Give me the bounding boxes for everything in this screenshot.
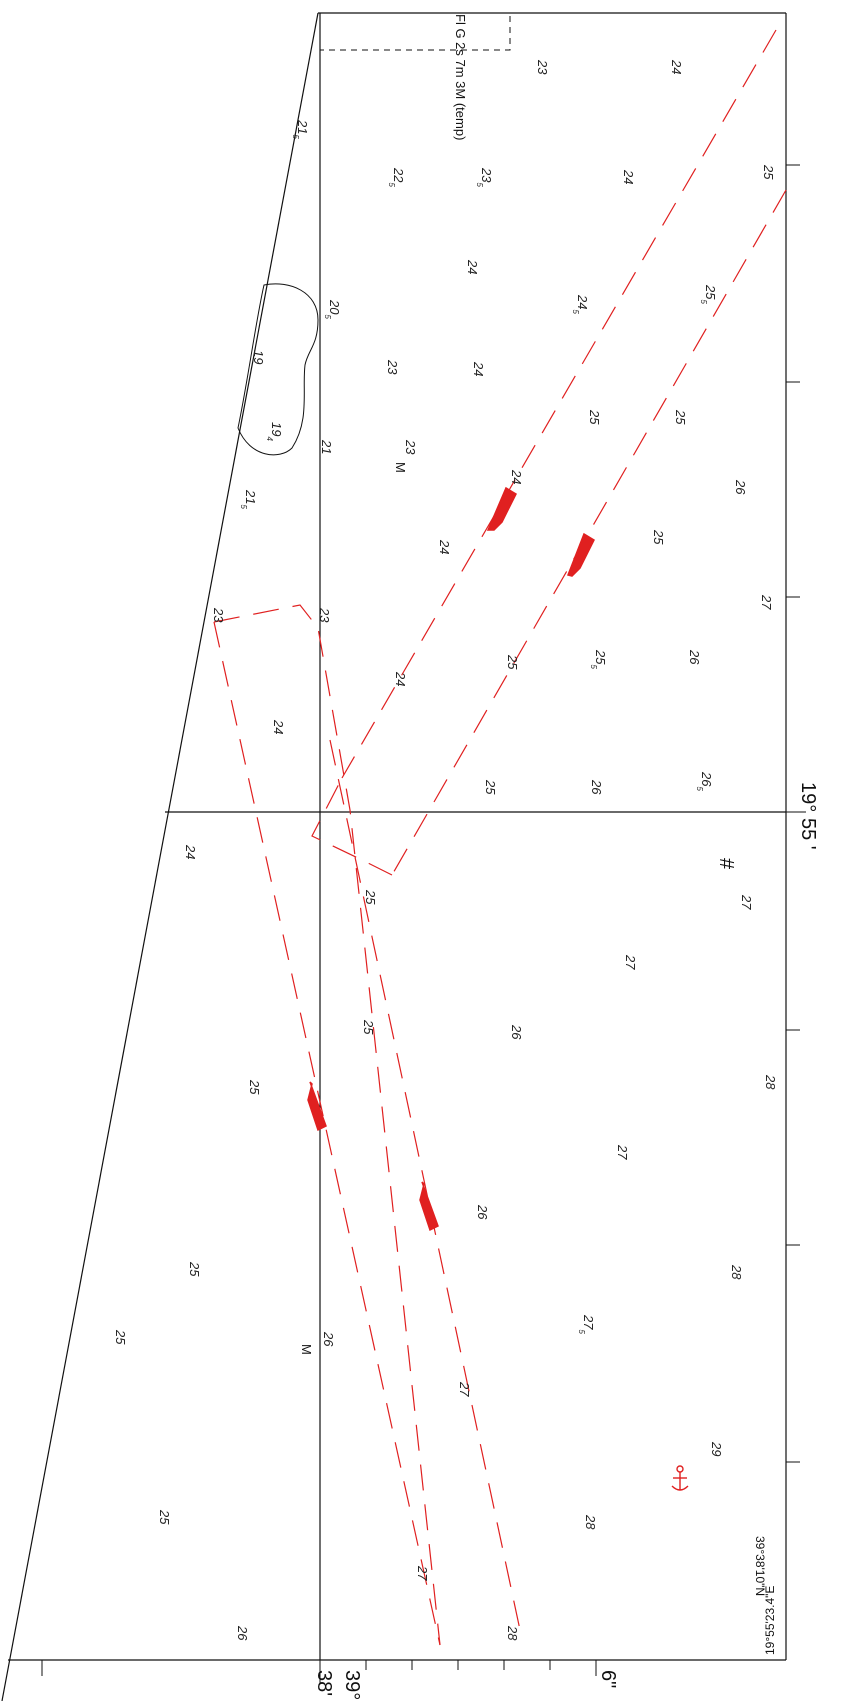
- sounding-label: 25: [587, 409, 602, 425]
- sounding-label: 245: [571, 294, 590, 314]
- sounding-label: 24: [471, 361, 486, 376]
- sounding-label: 29: [709, 1441, 724, 1456]
- corner-latitude-label: 39°38'10"N: [753, 1536, 767, 1596]
- sounding-label: 27: [623, 954, 638, 970]
- sounding-label: 23: [403, 439, 418, 455]
- sounding-label: 25: [113, 1329, 128, 1345]
- sounding-label: 265: [695, 771, 714, 791]
- sounding-label: 27: [759, 594, 774, 610]
- sounding-label: 26: [687, 649, 702, 665]
- vessel-icon: [486, 486, 517, 531]
- sounding-label: 27: [457, 1381, 472, 1397]
- lane-line-1: [341, 29, 777, 779]
- sounding-label: 25: [761, 164, 776, 180]
- anchorage-area: [311, 777, 393, 876]
- sounding-label: 255: [589, 649, 608, 669]
- sounding-label: 25: [247, 1079, 262, 1095]
- sounding-label: 215: [291, 119, 310, 139]
- sounding-label: 27: [739, 894, 754, 910]
- mud-marker-1: M: [393, 462, 408, 473]
- lane-line-4: [329, 739, 521, 1631]
- sounding-label: 27: [415, 1565, 430, 1581]
- sounding-label: 28: [763, 1074, 778, 1090]
- sounding-label: 24: [437, 539, 452, 554]
- vessel-symbols: [307, 486, 595, 1232]
- sounding-label: 24: [669, 59, 684, 74]
- sounding-label: 26: [475, 1204, 490, 1220]
- sounding-label: 26: [509, 1024, 524, 1040]
- sounding-label: 25: [505, 654, 520, 670]
- sounding-label: 28: [505, 1625, 520, 1641]
- longitude-degree-label: 19°: [797, 782, 819, 812]
- sounding-label: 26: [589, 779, 604, 795]
- sounding-label: 27: [615, 1144, 630, 1160]
- sounding-label: 25: [483, 779, 498, 795]
- sounding-label: 26: [733, 479, 748, 495]
- sounding-label: 26: [235, 1625, 250, 1641]
- light-characteristic-label: Fl G 2s 7m 3M (temp): [453, 14, 468, 140]
- vessel-icon: [307, 1081, 327, 1132]
- sounding-label: 24: [271, 719, 286, 734]
- seconds-6-label: 6": [597, 1670, 619, 1688]
- sounding-label: 23: [211, 607, 226, 623]
- shoal-contour: [237, 283, 319, 456]
- sounding-label: 24: [509, 469, 524, 484]
- lane-line-2: [391, 189, 787, 876]
- sounding-label: 225: [387, 167, 406, 187]
- sounding-label: 19: [251, 350, 266, 364]
- sounding-label: 215: [239, 489, 258, 509]
- wreck-hash-icon: #: [715, 858, 737, 870]
- sounding-label: 24: [183, 844, 198, 859]
- sounding-label: 24: [621, 169, 636, 184]
- sounding-label: 205: [323, 299, 342, 319]
- lane-line-3: [213, 621, 441, 1646]
- bottom-edge-ticks: [41, 1660, 597, 1684]
- anchorage-box-top: [213, 604, 441, 1646]
- sounding-label: 21: [319, 439, 334, 454]
- sounding-label: 255: [699, 284, 718, 304]
- coast-boundary-line: [1, 12, 319, 1701]
- sounding-label: 23: [385, 359, 400, 375]
- latitude-39-label: 39°: [341, 1670, 363, 1700]
- vessel-icon: [566, 532, 595, 577]
- anchor-icon: [671, 1465, 689, 1491]
- sounding-label: 235: [475, 167, 494, 187]
- mud-marker-2: M: [299, 1344, 314, 1355]
- traffic-lanes: [213, 29, 787, 1646]
- corner-longitude-label: 19°55'23.4"E: [763, 1586, 777, 1655]
- sounding-label: 28: [583, 1514, 598, 1530]
- vessel-icon: [419, 1181, 439, 1232]
- sounding-label: 25: [187, 1261, 202, 1277]
- sounding-label: 25: [651, 529, 666, 545]
- sounding-label: 25: [361, 1019, 376, 1035]
- sounding-label: 26: [321, 1331, 336, 1347]
- sounding-label: 23: [535, 59, 550, 75]
- sounding-label: 25: [363, 889, 378, 905]
- sounding-label: 23: [317, 607, 332, 623]
- latitude-38-label: 38': [313, 1670, 335, 1696]
- sounding-label: 194: [265, 422, 284, 441]
- sounding-label: 275: [577, 1314, 596, 1334]
- sounding-label: 24: [393, 671, 408, 686]
- longitude-minute-label: 55 ': [797, 818, 819, 850]
- chart-frame: [1, 12, 787, 1701]
- depth-soundings: 23 24 215 225 235 24 25 205 24 245 255 19 23 24 194 21 2…: [113, 59, 778, 1641]
- sounding-label: 25: [157, 1509, 172, 1525]
- sounding-label: 28: [729, 1264, 744, 1280]
- right-edge-ticks: [786, 164, 806, 1463]
- sounding-label: 24: [465, 259, 480, 274]
- sounding-label: 25: [673, 409, 688, 425]
- light-label-box: [320, 12, 511, 51]
